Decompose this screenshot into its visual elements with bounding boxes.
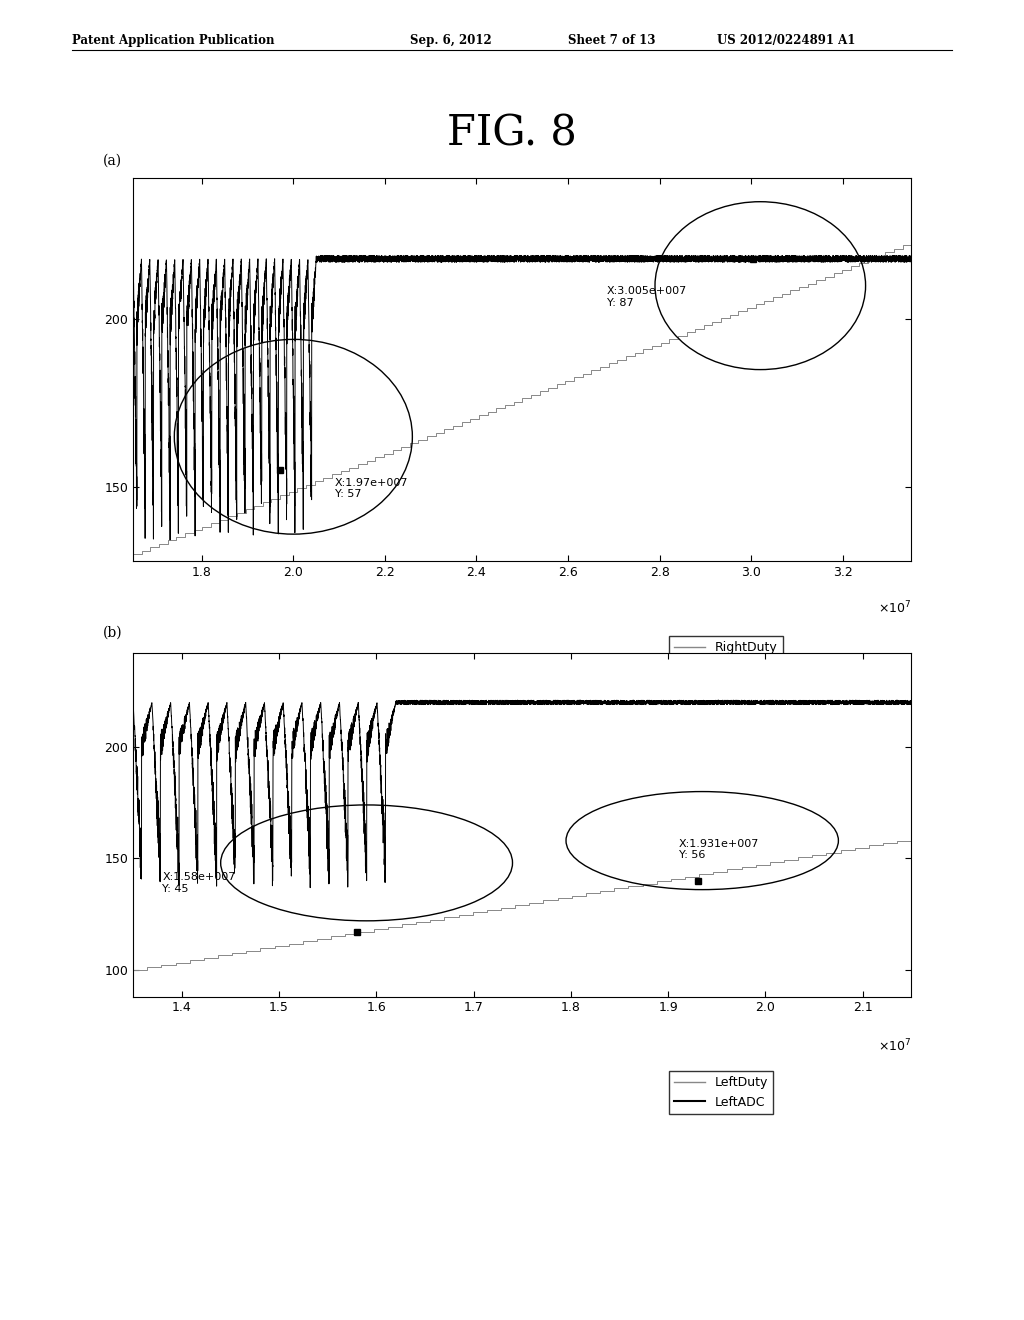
Legend: LeftDuty, LeftADC: LeftDuty, LeftADC: [669, 1072, 773, 1114]
Text: X:1.931e+007
Y: 56: X:1.931e+007 Y: 56: [679, 838, 759, 861]
Text: FIG. 8: FIG. 8: [447, 112, 577, 154]
Text: X:1.58e+007
Y: 45: X:1.58e+007 Y: 45: [163, 873, 236, 894]
Text: $\times10^7$: $\times10^7$: [878, 1038, 911, 1055]
Text: US 2012/0224891 A1: US 2012/0224891 A1: [717, 34, 855, 48]
Text: (b): (b): [102, 626, 122, 639]
Text: X:3.005e+007
Y: 87: X:3.005e+007 Y: 87: [607, 286, 687, 308]
Text: (a): (a): [102, 154, 122, 168]
Text: X:1.97e+007
Y: 57: X:1.97e+007 Y: 57: [335, 478, 408, 499]
Text: Sep. 6, 2012: Sep. 6, 2012: [410, 34, 492, 48]
Legend: RightDuty, RightADC: RightDuty, RightADC: [669, 636, 782, 678]
Text: $\times10^7$: $\times10^7$: [878, 599, 911, 616]
Text: Patent Application Publication: Patent Application Publication: [72, 34, 274, 48]
Text: Sheet 7 of 13: Sheet 7 of 13: [568, 34, 655, 48]
